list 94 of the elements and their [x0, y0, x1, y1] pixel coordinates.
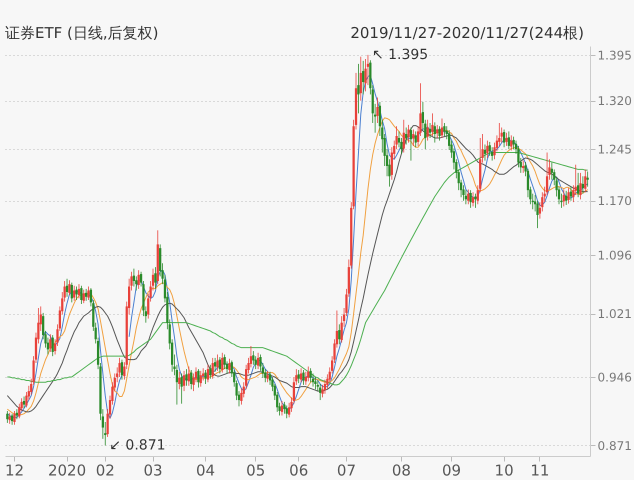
y-tick-label: 1.096 — [598, 248, 632, 262]
candlestick — [310, 368, 312, 383]
y-tick-label: 1.021 — [598, 307, 632, 322]
candlestick — [508, 131, 510, 150]
x-tick-label: 09 — [442, 462, 462, 480]
y-tick-label: 1.170 — [598, 194, 632, 208]
x-tick-label: 11 — [530, 462, 550, 480]
candlestick — [224, 354, 226, 370]
candlestick — [298, 370, 300, 384]
candlestick — [443, 122, 446, 136]
candlestick — [440, 118, 444, 138]
candlestick — [49, 334, 52, 352]
x-tick-label: 04 — [196, 462, 216, 480]
annotation: ↖ 1.395 — [372, 46, 428, 63]
candlestick — [70, 282, 73, 303]
candlestick — [486, 140, 488, 158]
candlestick — [522, 160, 524, 174]
candlestick — [66, 278, 68, 298]
candlestick — [434, 122, 436, 143]
y-tick-label: 0.946 — [598, 370, 632, 384]
y-tick-label: 1.395 — [598, 48, 632, 62]
candlestick — [472, 192, 474, 207]
candlestick — [75, 286, 78, 300]
candlestick — [576, 172, 580, 198]
x-tick-label: 2020 — [48, 462, 86, 480]
candlestick — [562, 189, 565, 207]
candlestick — [209, 364, 212, 380]
candlestick — [212, 358, 214, 380]
candlestick — [364, 58, 367, 92]
candlestick — [405, 127, 408, 145]
x-tick-label: 10 — [494, 462, 514, 480]
candlestick — [512, 136, 515, 150]
candlestick — [414, 131, 417, 148]
x-tick-label: 03 — [143, 462, 163, 480]
candlestick — [357, 63, 360, 114]
candlestick — [178, 371, 180, 390]
x-tick-label: 06 — [289, 462, 308, 480]
candlestick — [200, 370, 202, 388]
chart-title: 证券ETF (日线,后复权) — [5, 24, 159, 42]
candlestick — [188, 366, 190, 386]
candlestick — [73, 285, 76, 302]
candlestick — [470, 190, 472, 208]
x-tick-label: 07 — [336, 462, 356, 480]
candlestick — [319, 384, 322, 400]
candlestick — [80, 285, 82, 304]
chart-subtitle: 2019/11/27-2020/11/27(244根) — [350, 24, 584, 42]
candlestick — [52, 334, 54, 357]
candlestick — [252, 350, 254, 366]
candlestick — [214, 358, 216, 372]
annotation: ↙ 0.871 — [109, 437, 166, 454]
candlestick — [412, 129, 414, 146]
candlestick — [467, 189, 470, 205]
candlestick — [426, 119, 429, 141]
candlestick — [500, 127, 503, 143]
candlestick — [410, 127, 412, 162]
y-tick-label: 1.320 — [598, 94, 632, 108]
candlestick — [362, 60, 364, 95]
candlestick — [182, 370, 186, 392]
candlestick — [402, 119, 405, 153]
candlestick — [510, 134, 512, 151]
candlestick — [8, 412, 11, 424]
y-tick-label: 1.245 — [598, 142, 632, 157]
candlestick — [407, 124, 410, 143]
candlestick — [13, 410, 16, 426]
candlestick — [218, 356, 222, 374]
candlestick — [85, 288, 88, 302]
candlestick — [565, 190, 568, 206]
x-tick-label: 05 — [246, 462, 266, 480]
candlestick — [138, 270, 140, 290]
candlestick — [436, 124, 438, 138]
candlestick — [16, 408, 18, 420]
candlestick — [488, 142, 491, 156]
candlestick — [283, 401, 286, 414]
candlestick — [180, 373, 183, 404]
candlestick — [221, 352, 224, 373]
x-tick-label: 02 — [96, 462, 115, 480]
candlestick — [132, 268, 136, 287]
candlestick — [474, 193, 477, 208]
candlestick — [190, 370, 192, 390]
candlestick — [286, 405, 288, 419]
candlestick — [280, 400, 284, 416]
x-tick-label: 12 — [4, 462, 24, 480]
candlestick — [266, 370, 269, 383]
candlestick — [464, 190, 468, 205]
candlestick — [586, 171, 589, 188]
candlestick — [307, 366, 310, 382]
candlestick — [68, 280, 71, 296]
candlestick — [584, 169, 586, 193]
candlestick — [82, 289, 85, 304]
x-tick-label: 08 — [392, 462, 411, 480]
candlestick — [338, 324, 340, 345]
y-tick-label: 0.871 — [598, 438, 632, 453]
candlestick — [360, 56, 362, 102]
candlestick — [6, 410, 8, 424]
